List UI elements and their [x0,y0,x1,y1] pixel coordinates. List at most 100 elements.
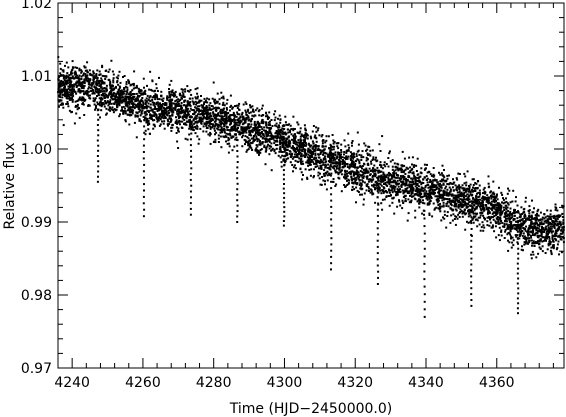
data-point [412,172,415,175]
data-point [108,68,111,71]
data-point [432,192,435,195]
data-point [135,84,138,87]
data-point [225,107,228,109]
data-point [383,163,386,166]
data-point [99,116,101,119]
data-point [461,206,464,209]
data-point [101,87,104,90]
data-point [296,141,299,144]
data-point [316,159,319,162]
data-point [318,177,321,180]
data-point [86,89,89,92]
data-point [196,105,199,108]
data-point [172,111,175,114]
data-point [393,212,396,215]
data-point [179,120,182,123]
data-point [131,89,134,92]
data-point [170,126,173,129]
data-point [317,156,320,159]
data-point [137,87,140,90]
data-point [292,170,294,173]
data-point [336,145,339,148]
data-point [273,113,276,116]
data-point [538,225,541,228]
data-point [163,110,166,112]
data-point [110,108,113,111]
data-point [113,108,116,111]
data-point [225,121,228,124]
data-point [419,200,421,203]
data-point [360,154,363,157]
data-point [215,113,217,116]
data-point [316,149,319,151]
data-point [412,187,415,190]
data-point [233,121,236,124]
data-point [102,94,104,97]
data-point [309,157,312,160]
data-point [245,116,248,119]
data-point [345,177,348,179]
data-point [134,114,137,117]
data-point [426,203,429,206]
data-point [530,236,533,239]
data-point [254,133,257,136]
data-point [535,229,538,232]
data-point [196,135,199,138]
data-point [98,84,101,87]
data-point [446,174,449,177]
data-point [110,59,113,62]
data-point [159,104,162,107]
data-point [561,231,564,234]
data-point [71,75,74,78]
data-point [442,178,445,181]
data-point [138,110,141,113]
data-point [75,104,77,107]
data-point [314,166,317,168]
data-point [449,188,452,191]
data-point [131,100,134,103]
data-point [327,153,330,156]
data-point [224,135,227,137]
data-point [214,119,217,122]
data-point [331,157,333,160]
data-point [241,130,244,132]
data-point [138,118,141,121]
data-point [195,103,197,106]
data-point [179,123,181,126]
data-point [467,221,470,224]
data-point [442,190,445,193]
data-point [332,152,335,155]
data-point [465,205,468,208]
data-point [512,218,515,221]
data-point [307,164,310,167]
data-point [220,120,223,123]
data-point [485,208,488,210]
data-point [560,251,563,254]
data-point [368,153,371,156]
data-point [395,166,398,169]
data-point [515,226,518,229]
data-point [459,211,462,213]
data-point [143,86,145,89]
data-point [92,90,95,93]
data-point [367,154,369,156]
data-point [303,124,306,127]
data-point [92,70,95,73]
data-point [531,250,534,253]
data-point [512,189,515,192]
data-point [498,239,501,242]
data-point [324,183,326,186]
data-point [195,120,198,123]
data-point [99,101,101,104]
data-point [222,95,225,98]
data-point [541,218,544,221]
data-point [164,115,167,118]
data-point [260,126,263,129]
data-point [81,99,84,102]
data-point [379,183,382,186]
data-point [324,151,327,154]
data-point [296,146,298,149]
data-point [275,130,278,132]
data-point [309,135,312,138]
data-point [356,150,359,153]
